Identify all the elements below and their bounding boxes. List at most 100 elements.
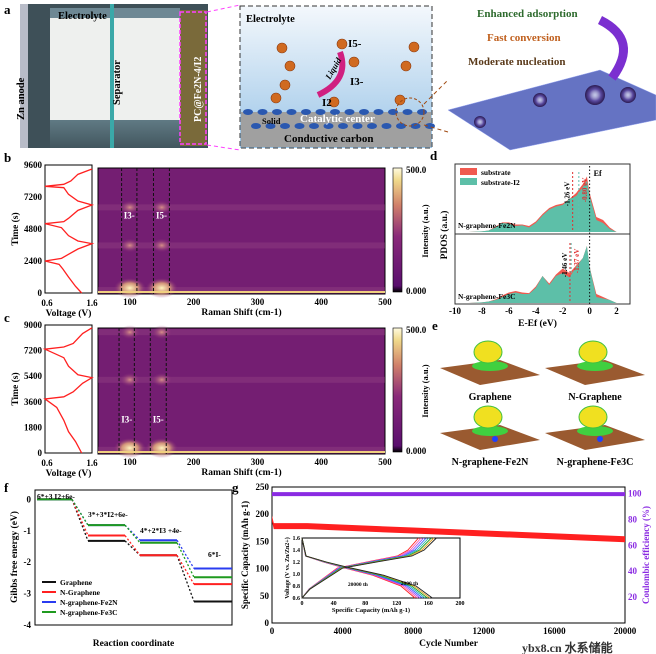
catalytic-site (309, 123, 319, 129)
charge-density-yellow (578, 340, 608, 364)
c-voltage-curve (42, 327, 94, 454)
c-heatmap (97, 327, 386, 455)
pdos-subplot-name: N-graphene-Fe2N (458, 221, 516, 230)
zn-anode-plate (20, 4, 28, 148)
step-label: 6*+3 I2+6e- (37, 492, 75, 501)
panel-label-b: b (4, 150, 11, 165)
c-xtick: 300 (251, 457, 265, 467)
c-ytick: 0 (38, 448, 43, 458)
b-ytick: 4800 (24, 224, 43, 234)
d-xtick: -10 (449, 306, 461, 316)
legend-label: Graphene (60, 578, 93, 587)
g-y2label: Coulombic efficiency (%) (641, 506, 651, 604)
catalytic-center-label: Catalytic center (300, 113, 375, 125)
b-peak-spot (113, 278, 146, 298)
g-y2tick: 20 (628, 592, 638, 602)
catalytic-site (373, 109, 384, 115)
c-xtick: 500 (378, 457, 392, 467)
charge-density-green (472, 361, 508, 371)
g-ytick: 100 (256, 564, 270, 574)
catalytic-site (410, 123, 421, 129)
process-arrow-icon (597, 15, 629, 81)
d-xtick: -8 (478, 306, 486, 316)
catalytic-site (352, 123, 363, 129)
liquid-arrow-icon (316, 50, 346, 98)
c-xtick: 1.6 (86, 458, 98, 468)
coulombic-efficiency-series (272, 492, 625, 497)
d-xtick: -6 (505, 306, 513, 316)
charge-density-green (472, 426, 508, 436)
model-label: N-graphene-Fe2N (452, 457, 529, 468)
d-center-label: -1.46 eV (561, 253, 569, 278)
cathode-label: PC@Fe2N-4/I2 (193, 57, 204, 122)
b-heatmap (97, 167, 386, 295)
catalytic-site (265, 123, 276, 129)
iodide-cluster (270, 92, 282, 104)
energy-transition-1 (71, 499, 89, 536)
conductive-carbon-label: Conductive carbon (284, 133, 374, 145)
g-ytick: 0 (265, 618, 270, 628)
model-label: Graphene (469, 392, 512, 403)
inset-ytick: 1.6 (293, 536, 301, 542)
legend-swatch (460, 178, 477, 185)
cathode-layer (180, 10, 207, 146)
catalytic-site (301, 109, 311, 115)
inset-xtick: 120 (392, 601, 401, 607)
g-ytick: 250 (256, 482, 270, 492)
iodide-cluster (336, 38, 348, 50)
pdos-substrate-i2-area (455, 181, 630, 232)
energy-transition-1 (124, 535, 141, 556)
panel-label-e: e (432, 318, 438, 333)
c-peak-spot (119, 325, 140, 340)
b-xtick: 400 (314, 297, 328, 307)
charge-density-yellow (473, 340, 503, 364)
b-peak-spot (119, 238, 140, 253)
inset-xtick: 160 (424, 601, 433, 607)
c-colorbar (392, 327, 403, 453)
iodide-cluster (348, 56, 360, 68)
g-y2tick: 100 (628, 488, 642, 498)
inset-axes (301, 537, 461, 599)
d-xtick: 2 (614, 306, 619, 316)
step-label: 3*+3*I2+6e- (88, 510, 128, 519)
iodide-cluster (394, 94, 406, 106)
c-xtick: 200 (187, 457, 201, 467)
panel-label-g: g (232, 480, 239, 495)
energy-transition-1 (176, 554, 195, 585)
legend-label: substrate-I2 (481, 178, 520, 187)
catalytic-site (294, 123, 305, 129)
charge-density-yellow (473, 405, 503, 429)
g-xtick: 4000 (334, 626, 353, 636)
zoom-electrolyte-label: Electrolyte (246, 14, 295, 25)
g-y2tick: 40 (628, 566, 638, 576)
zn-anode-label: Zn anode (16, 77, 27, 120)
g-xtick: 8000 (404, 626, 423, 636)
energy-transition-2 (124, 524, 141, 541)
inset-xtick: 200 (456, 601, 465, 607)
g-xtick: 0 (270, 626, 275, 636)
f-ytick: -1 (24, 526, 32, 536)
panel-label-f: f (4, 480, 9, 495)
charge-density-green (577, 361, 613, 371)
b-xtick: 500 (378, 297, 392, 307)
graphene-substrate-model (545, 425, 645, 450)
inset-ytick: 1.0 (293, 572, 301, 578)
inset-charge-curve (301, 537, 437, 599)
panel-label-d: d (430, 148, 438, 163)
model-label: N-Graphene (568, 392, 622, 403)
electrolyte-label: Electrolyte (58, 11, 107, 22)
d-xtick: -2 (559, 306, 567, 316)
b-ytick: 2400 (24, 256, 43, 266)
b-xtick: 300 (251, 297, 265, 307)
d-xtick: -4 (532, 306, 540, 316)
c-voltage-axes (44, 324, 93, 454)
b-baseline (98, 291, 385, 293)
b-peak-spot (119, 200, 140, 215)
b-peak-spot (151, 238, 172, 253)
watermark: ybx8.cn 水系储能 (522, 640, 613, 654)
catalytic-site (388, 109, 398, 115)
b-band (98, 204, 385, 211)
iodide-cluster (279, 79, 291, 91)
g-y2tick: 80 (628, 514, 638, 524)
